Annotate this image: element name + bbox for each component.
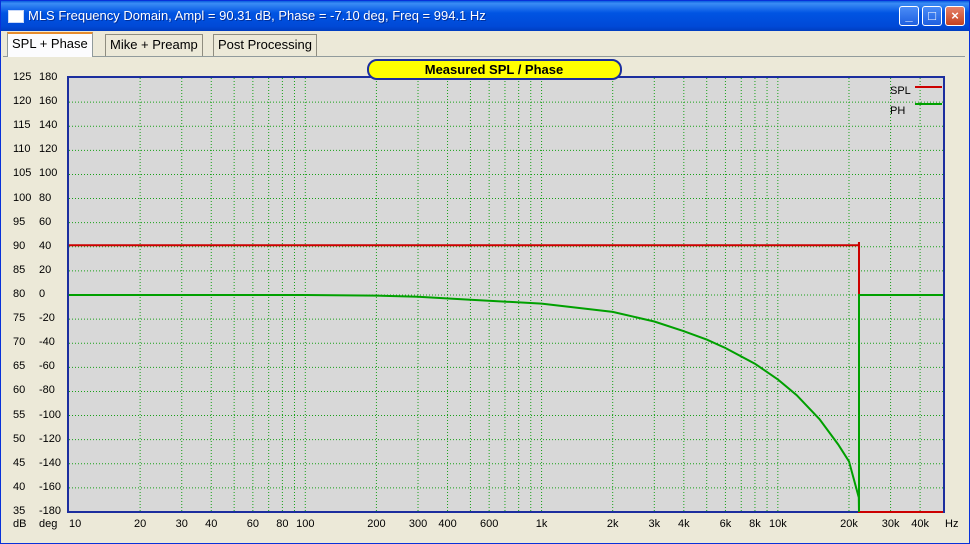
tab-panel-border xyxy=(3,56,965,57)
y-left-tick-label: 70 xyxy=(13,336,26,349)
x-tick-label: 3k xyxy=(648,518,661,530)
title-bar[interactable]: MLS Frequency Domain, Ampl = 90.31 dB, P… xyxy=(1,1,969,31)
y-right-tick-label: 0 xyxy=(39,288,46,300)
y-left-tick-label: 110 xyxy=(13,143,31,156)
y-left-tick-label: 80 xyxy=(13,288,26,300)
tab-spl-phase[interactable]: SPL + Phase xyxy=(7,32,93,57)
legend-label-spl: SPL xyxy=(890,85,911,97)
y-right-tick-label: -20 xyxy=(39,312,55,325)
y-left-unit-label: dB xyxy=(13,518,27,530)
y-right-tick-label: 100 xyxy=(39,167,58,180)
y-right-unit-label: deg xyxy=(39,518,58,530)
y-left-tick-label: 75 xyxy=(13,312,26,325)
x-tick-label: 30k xyxy=(881,518,900,530)
y-left-tick-label: 95 xyxy=(13,215,26,228)
y-right-tick-label: -160 xyxy=(39,480,62,493)
y-left-tick-label: 60 xyxy=(13,384,26,397)
y-right-tick-label: 20 xyxy=(39,263,52,276)
x-tick-label: 4k xyxy=(678,518,690,530)
y-right-tick-label: -80 xyxy=(39,384,55,397)
y-right-tick-label: 60 xyxy=(39,215,52,228)
y-right-tick-label: 120 xyxy=(39,143,58,156)
x-tick-label: 2k xyxy=(606,518,619,530)
y-right-tick-label: -180 xyxy=(39,505,62,517)
tab-mike-preamp[interactable]: Mike + Preamp xyxy=(105,34,203,56)
y-left-tick-label: 45 xyxy=(13,456,26,469)
y-right-tick-label: -120 xyxy=(39,432,62,445)
x-tick-label: 600 xyxy=(479,518,499,530)
x-tick-label: 80 xyxy=(276,518,289,530)
x-tick-label: 10 xyxy=(69,518,82,530)
x-tick-label: 20k xyxy=(840,518,858,530)
y-left-tick-label: 125 xyxy=(13,71,32,83)
x-tick-label: 20 xyxy=(134,518,147,530)
y-right-tick-label: 180 xyxy=(39,71,58,83)
y-left-tick-label: 40 xyxy=(13,480,26,493)
y-right-tick-label: 160 xyxy=(39,95,58,108)
x-tick-label: 8k xyxy=(749,518,761,530)
x-tick-label: 100 xyxy=(296,518,315,530)
legend: SPL PH xyxy=(890,85,942,117)
window-title: MLS Frequency Domain, Ampl = 90.31 dB, P… xyxy=(28,8,486,23)
x-tick-label: 300 xyxy=(408,518,428,530)
y-left-tick-label: 90 xyxy=(13,239,26,252)
y-left-tick-label: 115 xyxy=(13,119,31,132)
y-right-tick-label: 40 xyxy=(39,239,52,252)
y-left-tick-label: 50 xyxy=(13,432,26,445)
tab-post-processing[interactable]: Post Processing xyxy=(213,34,317,56)
chart-title: Measured SPL / Phase xyxy=(425,62,564,77)
series-lines xyxy=(69,241,943,513)
minimize-button[interactable]: _ xyxy=(899,6,919,26)
y-right-tick-label: -60 xyxy=(39,360,55,373)
x-tick-label: 200 xyxy=(367,518,386,530)
y-left-tick-label: 85 xyxy=(13,263,26,276)
app-icon xyxy=(8,10,24,23)
x-tick-label: 30 xyxy=(175,518,188,530)
y-left-tick-label: 65 xyxy=(13,360,26,373)
y-left-tick-label: 105 xyxy=(13,167,32,180)
series-line-ph xyxy=(69,294,943,513)
x-tick-label: 1k xyxy=(535,518,548,530)
x-tick-label: 40 xyxy=(205,518,218,530)
y-left-tick-label: 120 xyxy=(13,95,32,108)
x-tick-label: 6k xyxy=(719,518,732,530)
y-right-tick-label: -140 xyxy=(39,456,62,469)
x-tick-label: 400 xyxy=(438,518,457,530)
x-unit-label: Hz xyxy=(945,518,959,530)
maximize-button[interactable]: □ xyxy=(922,6,942,26)
x-tick-label: 40k xyxy=(911,518,929,530)
y-right-tick-label: -100 xyxy=(39,408,62,421)
x-tick-label: 60 xyxy=(246,518,259,530)
y-left-tick-label: 55 xyxy=(13,408,26,421)
close-button[interactable]: × xyxy=(945,6,965,26)
y-right-tick-label: -40 xyxy=(39,336,55,349)
x-tick-label: 10k xyxy=(768,518,787,530)
y-left-tick-label: 35 xyxy=(13,505,26,517)
chart-title-badge: Measured SPL / Phase xyxy=(367,59,622,80)
y-right-tick-label: 80 xyxy=(39,191,52,204)
y-right-tick-label: 140 xyxy=(39,119,58,132)
legend-label-ph: PH xyxy=(890,105,905,117)
y-left-tick-label: 100 xyxy=(13,191,32,204)
